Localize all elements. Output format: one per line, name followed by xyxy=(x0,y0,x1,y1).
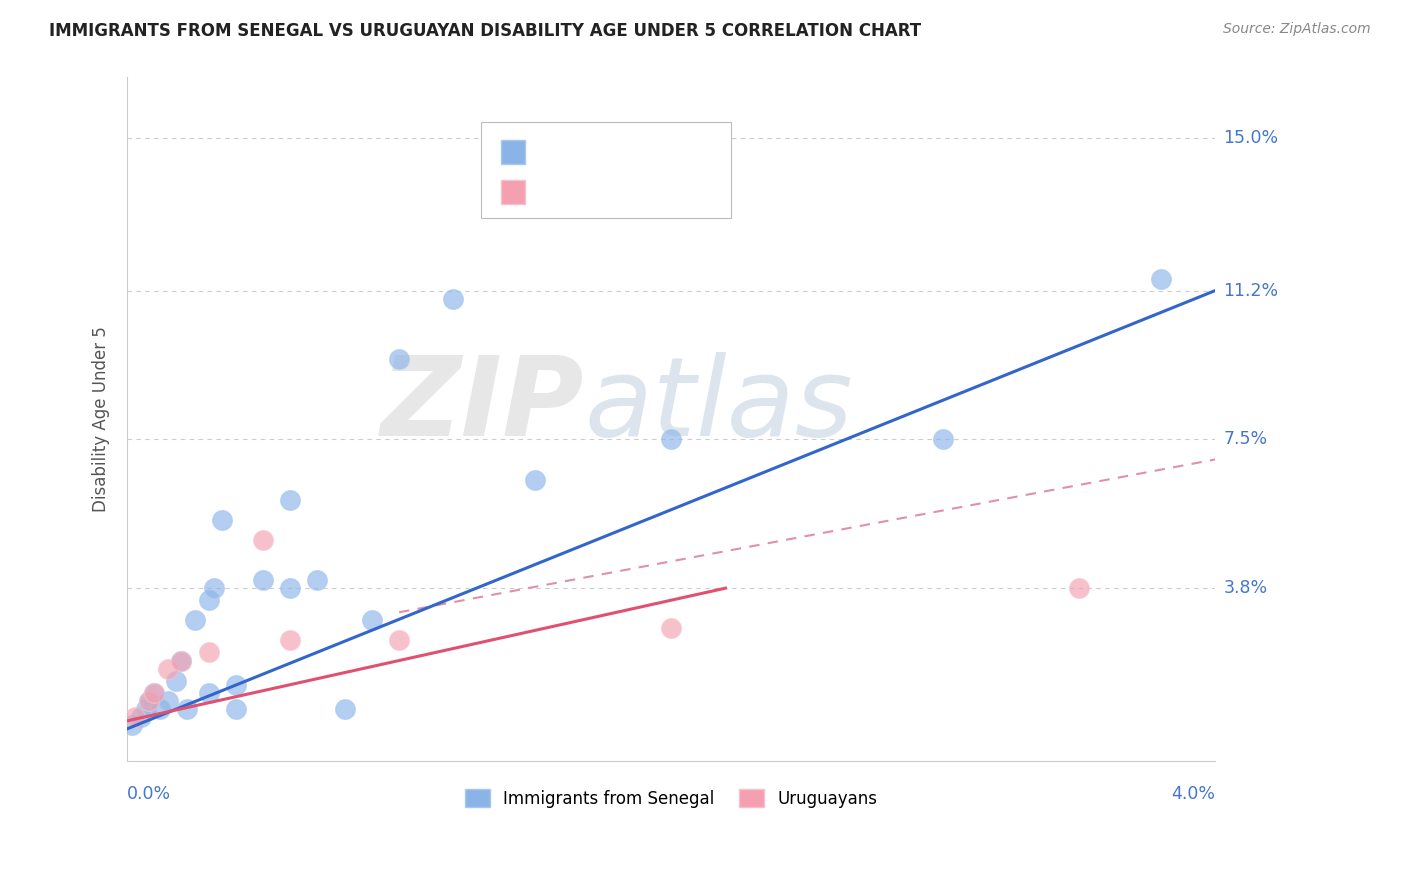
Y-axis label: Disability Age Under 5: Disability Age Under 5 xyxy=(93,326,110,512)
Text: IMMIGRANTS FROM SENEGAL VS URUGUAYAN DISABILITY AGE UNDER 5 CORRELATION CHART: IMMIGRANTS FROM SENEGAL VS URUGUAYAN DIS… xyxy=(49,22,921,40)
Text: 0.602: 0.602 xyxy=(572,145,620,160)
Point xyxy=(197,646,219,660)
Point xyxy=(143,686,166,700)
Point xyxy=(197,686,219,700)
Point xyxy=(360,613,382,627)
Point xyxy=(388,351,411,366)
Text: 11: 11 xyxy=(662,185,683,200)
Point xyxy=(932,433,955,447)
Point xyxy=(176,702,198,716)
Point xyxy=(443,292,465,306)
Point xyxy=(170,654,193,668)
Point xyxy=(124,710,146,724)
Point xyxy=(165,673,187,688)
Text: 15.0%: 15.0% xyxy=(1223,128,1278,147)
Point xyxy=(1150,271,1173,285)
Text: R =: R = xyxy=(534,185,567,200)
Point xyxy=(252,533,274,547)
Point xyxy=(121,718,143,732)
Text: N =: N = xyxy=(627,145,661,160)
Text: 4.0%: 4.0% xyxy=(1171,785,1215,803)
Legend: Immigrants from Senegal, Uruguayans: Immigrants from Senegal, Uruguayans xyxy=(458,783,884,814)
Point xyxy=(143,686,166,700)
Point xyxy=(524,473,547,487)
Text: 29: 29 xyxy=(662,145,683,160)
Text: atlas: atlas xyxy=(583,352,852,459)
Text: 0.0%: 0.0% xyxy=(127,785,172,803)
Point xyxy=(135,702,157,716)
Text: N =: N = xyxy=(627,185,661,200)
Point xyxy=(149,702,172,716)
Point xyxy=(129,710,152,724)
Point xyxy=(659,433,682,447)
Point xyxy=(211,513,233,527)
Text: R =: R = xyxy=(534,145,567,160)
Point xyxy=(156,662,179,676)
Point xyxy=(184,613,207,627)
Point xyxy=(225,678,247,692)
FancyBboxPatch shape xyxy=(502,179,526,204)
Point xyxy=(202,581,225,595)
Text: 0.354: 0.354 xyxy=(572,185,620,200)
Point xyxy=(225,702,247,716)
Point xyxy=(138,694,160,708)
FancyBboxPatch shape xyxy=(481,122,731,218)
Text: 3.8%: 3.8% xyxy=(1223,579,1268,597)
Point xyxy=(197,593,219,607)
Point xyxy=(333,702,356,716)
Text: Source: ZipAtlas.com: Source: ZipAtlas.com xyxy=(1223,22,1371,37)
Text: ZIP: ZIP xyxy=(381,352,583,459)
Point xyxy=(170,654,193,668)
Point xyxy=(388,633,411,648)
Point xyxy=(278,581,301,595)
Point xyxy=(659,621,682,635)
Point xyxy=(278,633,301,648)
Point xyxy=(252,573,274,587)
Text: 7.5%: 7.5% xyxy=(1223,430,1268,449)
Text: 11.2%: 11.2% xyxy=(1223,282,1278,300)
Point xyxy=(138,694,160,708)
FancyBboxPatch shape xyxy=(502,140,526,164)
Point xyxy=(278,492,301,507)
Point xyxy=(156,694,179,708)
Point xyxy=(1069,581,1091,595)
Point xyxy=(307,573,329,587)
